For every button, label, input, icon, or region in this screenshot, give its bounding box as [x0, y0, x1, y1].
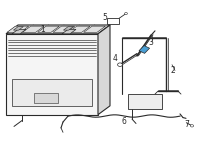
Polygon shape: [84, 26, 105, 32]
Text: 5: 5: [103, 13, 107, 22]
Circle shape: [125, 12, 127, 15]
Polygon shape: [13, 27, 23, 30]
Text: 1: 1: [41, 25, 45, 34]
Polygon shape: [22, 26, 44, 32]
Polygon shape: [62, 29, 76, 34]
Polygon shape: [98, 25, 110, 115]
Text: 7: 7: [185, 120, 189, 129]
Polygon shape: [63, 27, 73, 30]
Bar: [128, 94, 162, 109]
Polygon shape: [139, 46, 150, 53]
Polygon shape: [12, 29, 26, 34]
Polygon shape: [68, 26, 90, 32]
Text: 4: 4: [113, 54, 117, 63]
Bar: [12, 79, 92, 106]
Circle shape: [190, 125, 194, 127]
Circle shape: [118, 63, 122, 66]
Polygon shape: [53, 26, 75, 32]
Bar: [6, 34, 98, 115]
Text: 3: 3: [149, 38, 153, 47]
Polygon shape: [7, 26, 29, 32]
Text: 6: 6: [122, 117, 126, 126]
Bar: [107, 18, 119, 24]
Polygon shape: [38, 26, 59, 32]
Polygon shape: [6, 25, 110, 34]
Text: 2: 2: [171, 66, 175, 75]
Bar: [34, 93, 58, 103]
